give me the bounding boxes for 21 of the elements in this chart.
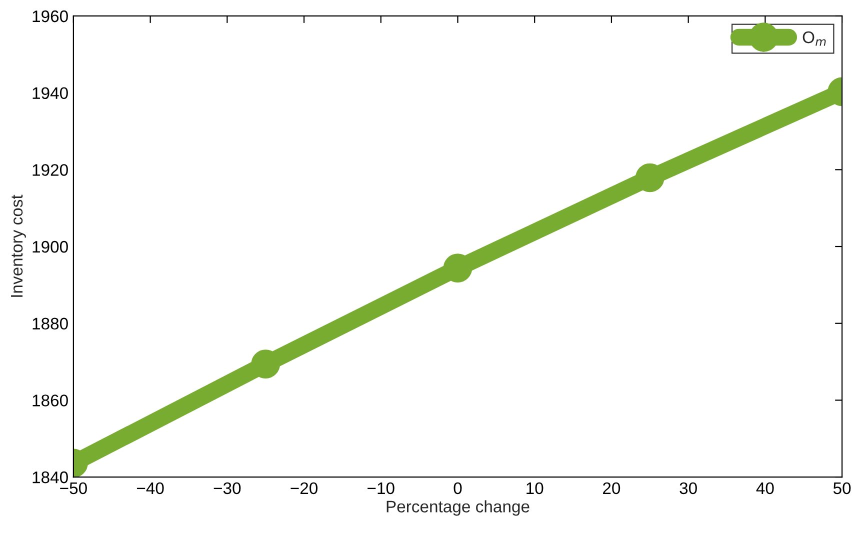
x-axis-title: Percentage change xyxy=(386,500,530,516)
x-tick-label: −20 xyxy=(290,482,318,494)
x-tick-label: 0 xyxy=(454,482,462,494)
x-tick-label: 30 xyxy=(680,482,697,494)
y-tick-label: 1940 xyxy=(32,87,68,100)
legend-label: O$_{m}$ xyxy=(802,31,826,46)
y-tick-label: 1860 xyxy=(32,394,68,406)
x-tick-label: −40 xyxy=(136,482,164,494)
x-tick-label: 10 xyxy=(526,482,544,494)
y-tick-label: 1900 xyxy=(32,240,68,253)
x-tick-label: −50 xyxy=(60,482,87,494)
y-tick-label: 1920 xyxy=(32,164,68,176)
y-tick-label: 1880 xyxy=(32,318,68,330)
y-tick-label: 1840 xyxy=(32,471,68,484)
x-tick-label: 50 xyxy=(833,482,851,494)
x-tick-label: 20 xyxy=(603,482,620,494)
y-axis-title: Inventory cost xyxy=(11,194,26,297)
x-tick-label: −30 xyxy=(214,482,241,494)
x-tick-label: 40 xyxy=(756,482,774,494)
x-tick-label: −10 xyxy=(368,482,394,494)
y-tick-label: 1960 xyxy=(32,10,68,22)
